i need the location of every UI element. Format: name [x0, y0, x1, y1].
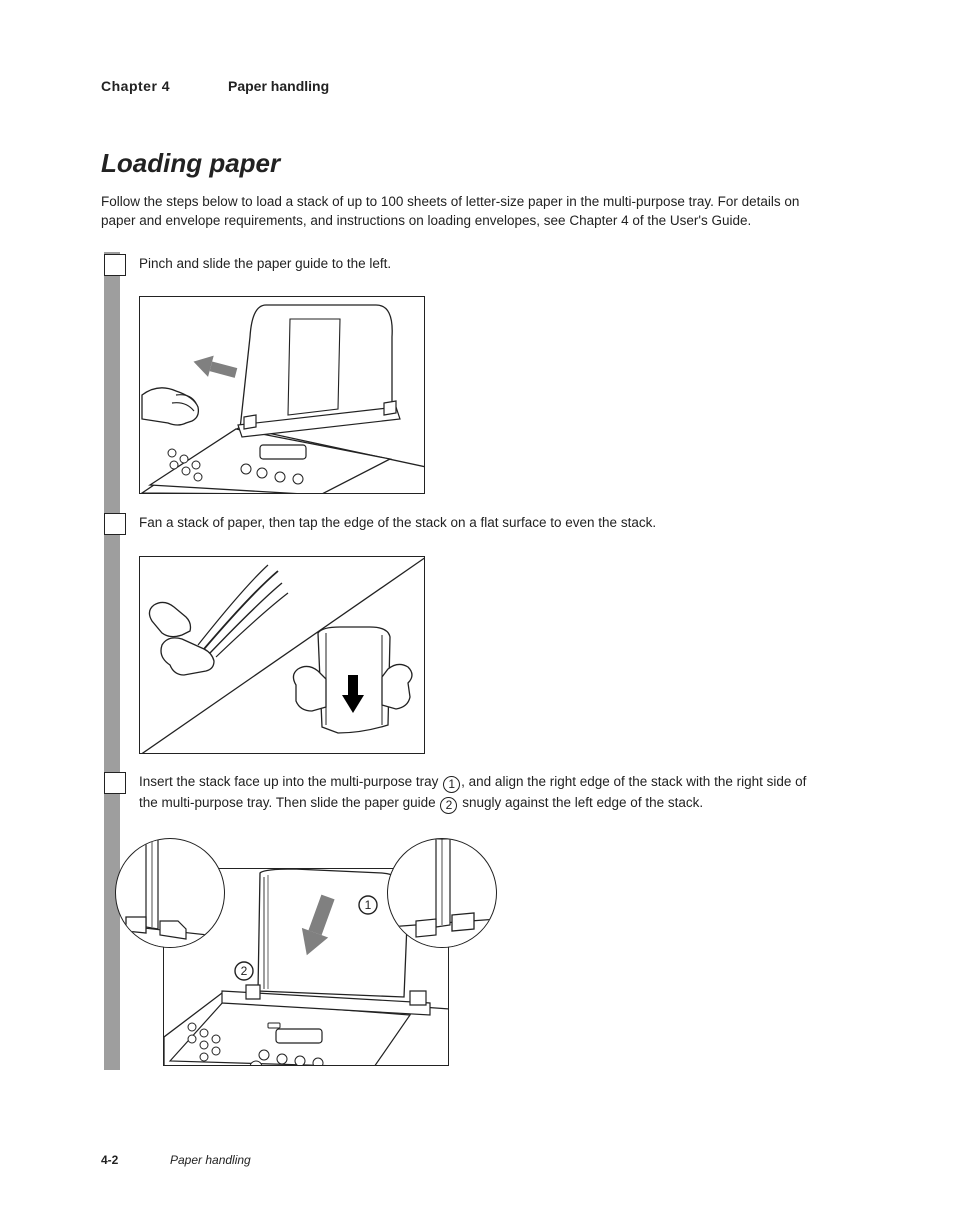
step-3-part-a: Insert the stack face up into the multi-… [139, 774, 442, 789]
chapter-label: Chapter 4 [101, 78, 170, 94]
section-intro: Follow the steps below to load a stack o… [101, 193, 821, 231]
footer-page-number: 4-2 [101, 1153, 118, 1167]
footer-section-title: Paper handling [170, 1153, 251, 1167]
figure-3-magnifier-left [115, 838, 225, 948]
figure-2 [139, 556, 425, 754]
figure-1 [139, 296, 425, 494]
chapter-title: Paper handling [228, 78, 329, 94]
step-text-1: Pinch and slide the paper guide to the l… [139, 254, 819, 274]
circled-1-inline: 1 [443, 776, 460, 793]
section-title: Loading paper [101, 148, 280, 179]
circled-2-inline: 2 [440, 797, 457, 814]
step-sidebar [104, 252, 120, 1070]
figure-3-group: 1 2 [139, 838, 479, 1072]
svg-text:1: 1 [365, 898, 372, 912]
step-marker-1 [104, 254, 126, 276]
step-marker-3 [104, 772, 126, 794]
step-text-3: Insert the stack face up into the multi-… [139, 772, 819, 814]
svg-text:2: 2 [241, 964, 248, 978]
figure-3-magnifier-right [387, 838, 497, 948]
step-marker-2 [104, 513, 126, 535]
step-text-2: Fan a stack of paper, then tap the edge … [139, 513, 819, 533]
step-3-part-c: snugly against the left edge of the stac… [458, 795, 703, 810]
